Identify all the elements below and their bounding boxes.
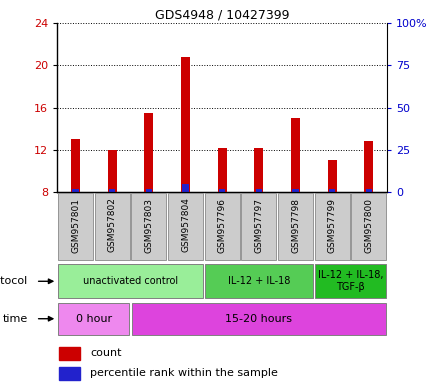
FancyBboxPatch shape bbox=[58, 194, 93, 260]
FancyBboxPatch shape bbox=[241, 194, 276, 260]
Text: GSM957800: GSM957800 bbox=[364, 197, 374, 253]
FancyBboxPatch shape bbox=[58, 303, 129, 334]
Bar bbox=[146, 189, 152, 192]
Bar bbox=[59, 348, 80, 360]
FancyBboxPatch shape bbox=[131, 194, 166, 260]
Bar bbox=[366, 189, 372, 192]
Bar bbox=[292, 189, 299, 192]
Text: IL-12 + IL-18: IL-12 + IL-18 bbox=[227, 276, 290, 286]
FancyBboxPatch shape bbox=[168, 194, 203, 260]
Text: GSM957799: GSM957799 bbox=[328, 197, 337, 253]
Bar bbox=[328, 161, 337, 192]
Title: GDS4948 / 10427399: GDS4948 / 10427399 bbox=[155, 9, 290, 22]
FancyBboxPatch shape bbox=[205, 265, 313, 298]
FancyBboxPatch shape bbox=[95, 194, 130, 260]
Text: time: time bbox=[2, 314, 28, 324]
FancyBboxPatch shape bbox=[132, 303, 386, 334]
Bar bbox=[291, 118, 300, 192]
FancyBboxPatch shape bbox=[205, 194, 240, 260]
Text: 15-20 hours: 15-20 hours bbox=[225, 314, 292, 324]
Text: percentile rank within the sample: percentile rank within the sample bbox=[90, 368, 278, 378]
FancyBboxPatch shape bbox=[351, 194, 386, 260]
Bar bbox=[329, 189, 335, 192]
Bar bbox=[181, 57, 190, 192]
Bar bbox=[364, 141, 374, 192]
Bar bbox=[144, 113, 154, 192]
Text: GSM957801: GSM957801 bbox=[71, 197, 80, 253]
Text: count: count bbox=[90, 348, 121, 358]
Text: IL-12 + IL-18,
TGF-β: IL-12 + IL-18, TGF-β bbox=[318, 270, 383, 292]
Text: 0 hour: 0 hour bbox=[76, 314, 112, 324]
Bar bbox=[71, 139, 80, 192]
Text: GSM957796: GSM957796 bbox=[218, 197, 227, 253]
Bar bbox=[108, 150, 117, 192]
Text: GSM957803: GSM957803 bbox=[144, 197, 154, 253]
Bar bbox=[72, 189, 79, 192]
Text: unactivated control: unactivated control bbox=[83, 276, 178, 286]
Text: GSM957802: GSM957802 bbox=[108, 197, 117, 252]
FancyBboxPatch shape bbox=[315, 265, 386, 298]
FancyBboxPatch shape bbox=[315, 194, 350, 260]
Bar bbox=[182, 184, 189, 192]
FancyBboxPatch shape bbox=[278, 194, 313, 260]
Bar bbox=[256, 189, 262, 192]
Text: GSM957798: GSM957798 bbox=[291, 197, 300, 253]
Text: GSM957797: GSM957797 bbox=[254, 197, 264, 253]
Bar bbox=[59, 367, 80, 379]
Bar bbox=[219, 189, 225, 192]
Text: GSM957804: GSM957804 bbox=[181, 197, 190, 252]
Bar bbox=[254, 148, 264, 192]
Bar bbox=[109, 189, 115, 192]
Text: protocol: protocol bbox=[0, 276, 28, 286]
FancyBboxPatch shape bbox=[58, 265, 203, 298]
Bar bbox=[218, 148, 227, 192]
